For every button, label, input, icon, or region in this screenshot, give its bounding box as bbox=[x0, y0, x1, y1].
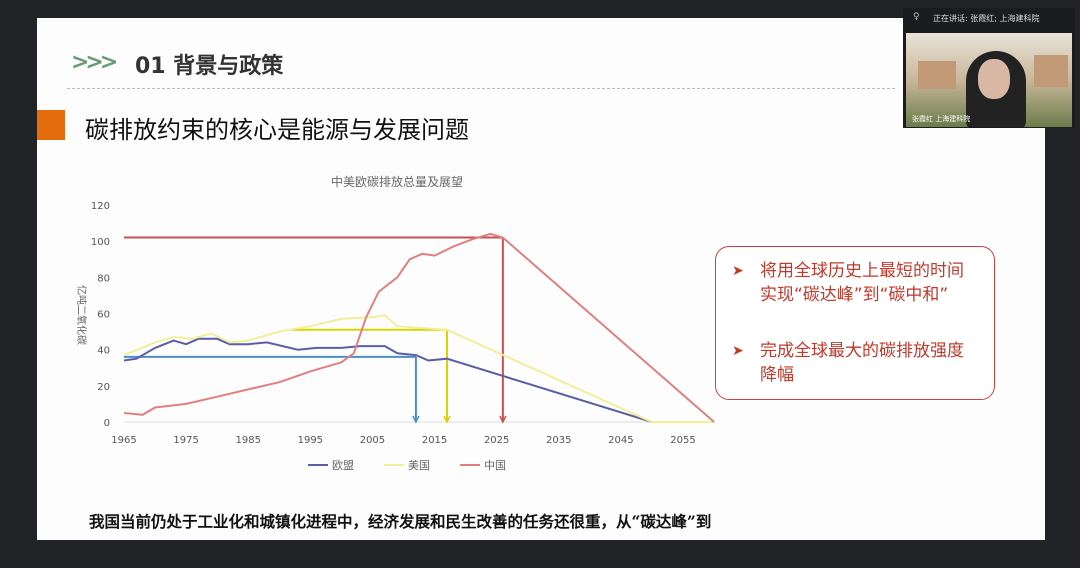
background-building bbox=[918, 61, 956, 89]
x-tick-label: 2055 bbox=[670, 435, 695, 446]
legend-label: 中国 bbox=[484, 459, 506, 472]
participant-video: 张霞红 上海建科院 bbox=[906, 33, 1072, 127]
x-tick-label: 2005 bbox=[360, 435, 385, 446]
x-tick-label: 2025 bbox=[484, 435, 509, 446]
legend-label: 欧盟 bbox=[332, 459, 354, 472]
chart-title: 中美欧碳排放总量及展望 bbox=[331, 174, 463, 189]
x-tick-label: 2045 bbox=[608, 435, 633, 446]
body-text: 我国当前仍处于工业化和城镇化进程中，经济发展和民生改善的任务还很重，从“碳达峰”… bbox=[89, 512, 712, 531]
series-line-中国 bbox=[123, 232, 715, 423]
y-tick-label: 20 bbox=[97, 382, 110, 393]
y-tick-label: 0 bbox=[104, 418, 110, 429]
presentation-slide: >>> 01 背景与政策 碳排放约束的核心是能源与发展问题 ➤ 将用全球历史上最短… bbox=[37, 18, 1045, 540]
callout-text: 将用全球历史上最短的时间实现“碳达峰”到“碳中和” bbox=[760, 261, 964, 305]
arrow-down-icon bbox=[443, 415, 451, 424]
background-building bbox=[1034, 55, 1068, 87]
x-tick-label: 1975 bbox=[173, 435, 198, 446]
series-line-欧盟 bbox=[123, 337, 715, 423]
arrow-bullet-icon: ➤ bbox=[732, 343, 744, 359]
participant-name: 张霞红 上海建科院 bbox=[912, 115, 971, 123]
series-line-美国 bbox=[123, 314, 715, 423]
arrow-down-icon bbox=[412, 415, 420, 424]
y-tick-label: 40 bbox=[97, 346, 110, 357]
x-tick-label: 2035 bbox=[546, 435, 571, 446]
participant-face bbox=[978, 59, 1010, 99]
callout-box: ➤ 将用全球历史上最短的时间实现“碳达峰”到“碳中和” ➤ 完成全球最大的碳排放强度… bbox=[715, 246, 995, 400]
webcam-panel[interactable]: ♀ 正在讲话: 张霞红; 上海建科院 张霞红 上海建科院 bbox=[903, 8, 1075, 128]
title-marker bbox=[37, 110, 65, 140]
y-tick-label: 80 bbox=[97, 273, 110, 284]
y-tick-label: 60 bbox=[97, 310, 110, 321]
speaking-indicator: 正在讲话: 张霞红; 上海建科院 bbox=[933, 14, 1040, 23]
x-tick-label: 2015 bbox=[422, 435, 447, 446]
microphone-icon: ♀ bbox=[913, 12, 920, 22]
y-tick-label: 100 bbox=[91, 237, 110, 248]
callout-item: ➤ 完成全球最大的碳排放强度降幅 bbox=[732, 339, 979, 387]
chevrons-icon: >>> bbox=[71, 50, 118, 75]
y-axis-label: 亿吨二氧化碳 bbox=[75, 285, 88, 345]
arrow-down-icon bbox=[499, 415, 507, 424]
callout-item: ➤ 将用全球历史上最短的时间实现“碳达峰”到“碳中和” bbox=[732, 259, 979, 307]
x-tick-label: 1995 bbox=[298, 435, 323, 446]
x-tick-label: 1965 bbox=[111, 435, 136, 446]
legend-label: 美国 bbox=[408, 459, 430, 472]
callout-text: 完成全球最大的碳排放强度降幅 bbox=[760, 341, 964, 385]
x-tick-label: 1985 bbox=[235, 435, 260, 446]
slide-title: 碳排放约束的核心是能源与发展问题 bbox=[85, 116, 469, 144]
y-tick-label: 120 bbox=[91, 201, 110, 212]
section-title: 01 背景与政策 bbox=[135, 54, 284, 79]
divider bbox=[67, 88, 895, 89]
arrow-bullet-icon: ➤ bbox=[732, 263, 744, 279]
